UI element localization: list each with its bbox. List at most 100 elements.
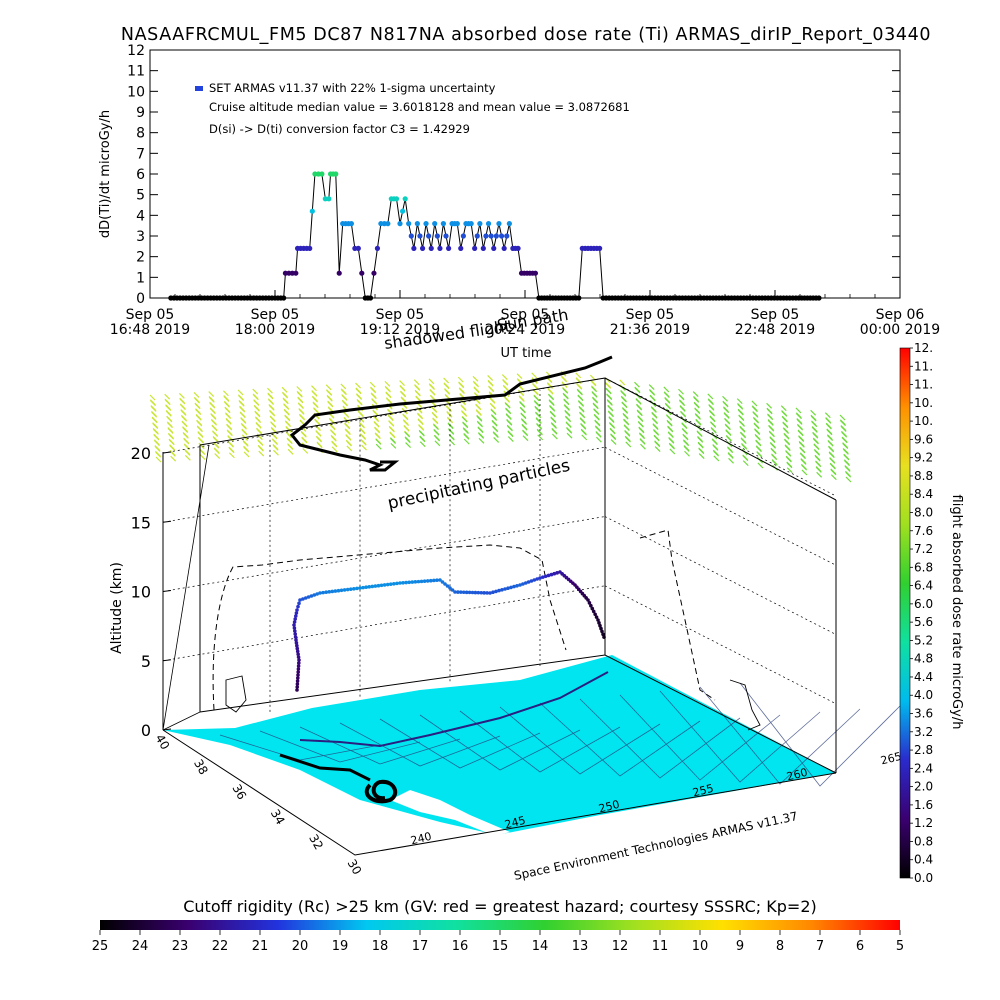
particle-mark bbox=[370, 393, 377, 400]
flight-track-point bbox=[295, 685, 300, 689]
particle-mark bbox=[492, 432, 499, 438]
particle-mark bbox=[418, 430, 425, 437]
particle-mark bbox=[419, 441, 426, 448]
particle-mark bbox=[737, 409, 744, 416]
altitude-axis-label: Altitude (km) bbox=[109, 562, 125, 654]
particle-mark bbox=[620, 390, 627, 397]
particle-mark bbox=[199, 454, 206, 460]
flight-track-point bbox=[379, 583, 384, 588]
particle-mark bbox=[653, 429, 660, 436]
timeseries-y-tick-label: 10 bbox=[127, 84, 145, 100]
particle-mark bbox=[622, 413, 629, 420]
ground-map-white-coast bbox=[390, 790, 510, 836]
timeseries-y-tick-label: 8 bbox=[136, 126, 145, 142]
particle-mark bbox=[551, 423, 557, 429]
particle-mark bbox=[783, 433, 790, 440]
particle-mark bbox=[165, 405, 172, 412]
particle-mark bbox=[581, 429, 587, 436]
particle-mark bbox=[580, 423, 587, 430]
flight-track-point bbox=[597, 621, 601, 625]
longitude-ticks: 240 245 250 255 260 265 bbox=[409, 750, 903, 848]
particle-mark bbox=[242, 435, 249, 442]
particle-mark bbox=[507, 431, 514, 438]
dose-rate-point bbox=[468, 221, 474, 227]
flight-track-point bbox=[596, 618, 600, 622]
altitude-tick-label: 0 bbox=[141, 721, 151, 740]
particle-mark bbox=[501, 374, 508, 380]
particle-mark bbox=[154, 446, 161, 452]
particle-mark bbox=[475, 410, 482, 416]
particle-mark bbox=[639, 433, 646, 440]
particle-mark bbox=[224, 401, 230, 408]
dose-rate-point bbox=[443, 233, 449, 239]
particle-mark bbox=[386, 398, 393, 404]
ground-loop bbox=[364, 779, 398, 804]
flight-track-point bbox=[342, 588, 347, 592]
dose-rate-point bbox=[414, 221, 420, 227]
particle-mark bbox=[625, 441, 632, 448]
timeseries-y-tick-label: 5 bbox=[136, 188, 145, 204]
particle-mark bbox=[507, 436, 514, 442]
flight-track-point bbox=[373, 584, 378, 588]
particle-mark bbox=[520, 413, 527, 420]
particle-mark bbox=[579, 418, 586, 425]
particle-mark bbox=[169, 445, 176, 452]
particle-mark bbox=[195, 414, 202, 421]
particle-mark bbox=[473, 381, 479, 388]
particle-mark bbox=[429, 389, 436, 396]
particle-mark bbox=[697, 442, 704, 449]
particle-mark bbox=[654, 441, 661, 448]
particle-mark bbox=[678, 388, 684, 395]
particle-mark bbox=[239, 412, 246, 419]
particle-mark bbox=[273, 449, 279, 456]
particle-mark bbox=[417, 413, 424, 420]
particle-mark bbox=[693, 396, 700, 403]
particle-mark bbox=[740, 438, 747, 445]
conversion-factor-annotation: D(si) -> D(ti) conversion factor C3 = 1.… bbox=[209, 122, 470, 136]
rigidity-colorbar-tick-label: 14 bbox=[532, 939, 549, 954]
particle-mark bbox=[385, 386, 391, 393]
particle-mark bbox=[168, 433, 175, 440]
particle-mark bbox=[610, 434, 617, 441]
particle-mark bbox=[223, 396, 230, 402]
particle-mark bbox=[752, 406, 758, 413]
particle-mark bbox=[724, 424, 731, 431]
particle-mark bbox=[829, 457, 836, 464]
dose-rate-point bbox=[428, 245, 434, 251]
timeseries-y-tick-label: 3 bbox=[136, 229, 145, 245]
particle-mark bbox=[751, 400, 758, 407]
particle-mark bbox=[769, 431, 775, 438]
timeseries-y-tick-label: 4 bbox=[136, 208, 145, 224]
particle-mark bbox=[784, 445, 791, 452]
particle-mark bbox=[708, 399, 714, 406]
particle-mark bbox=[375, 443, 382, 450]
legend-label: SET ARMAS v11.37 with 22% 1-sigma uncert… bbox=[209, 81, 496, 95]
particle-mark bbox=[725, 430, 732, 436]
particle-mark bbox=[404, 431, 411, 438]
particle-mark bbox=[841, 431, 848, 438]
particle-mark bbox=[226, 424, 233, 431]
particle-mark bbox=[300, 431, 307, 438]
flight-track-point bbox=[491, 590, 495, 594]
dose-rate-point bbox=[367, 295, 374, 301]
particle-mark bbox=[462, 422, 469, 429]
particle-mark bbox=[741, 443, 748, 450]
particle-mark bbox=[343, 412, 350, 418]
flight-track-point bbox=[376, 583, 381, 588]
particle-mark bbox=[472, 375, 479, 382]
particle-mark bbox=[562, 393, 569, 400]
particle-mark bbox=[284, 415, 291, 422]
particle-mark bbox=[443, 383, 450, 390]
particle-mark bbox=[214, 448, 220, 455]
particle-mark bbox=[551, 433, 558, 440]
particle-mark bbox=[610, 439, 617, 445]
particle-mark bbox=[679, 400, 686, 407]
particle-mark bbox=[740, 432, 747, 439]
flight-track-point bbox=[295, 688, 299, 692]
flight-track-point bbox=[395, 581, 399, 586]
particle-mark bbox=[197, 432, 204, 438]
dose-rate-point bbox=[454, 221, 460, 227]
timeseries-y-tick-label: 11 bbox=[127, 64, 145, 80]
particle-mark bbox=[680, 411, 687, 418]
particle-mark bbox=[461, 410, 468, 417]
